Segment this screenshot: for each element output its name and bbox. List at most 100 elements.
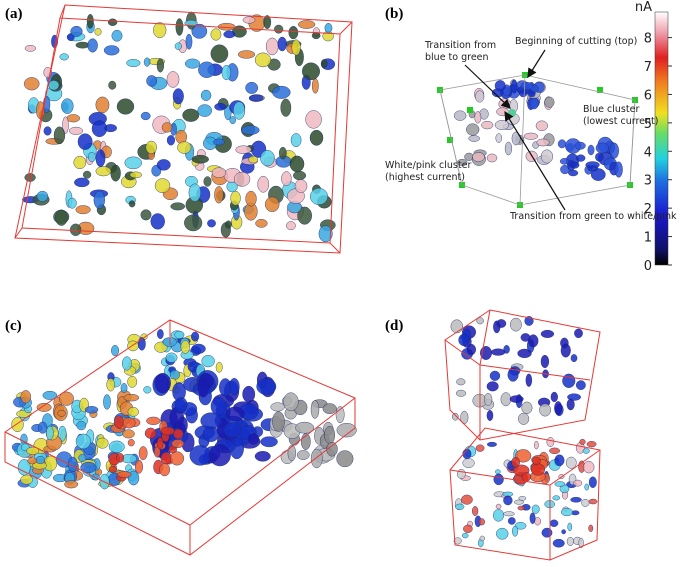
blob [154, 178, 171, 193]
blob [241, 125, 260, 135]
blob [124, 156, 142, 170]
blob [508, 109, 516, 117]
blob [586, 441, 597, 448]
blob [495, 503, 502, 510]
blob [107, 18, 118, 26]
blob [289, 155, 305, 173]
blob [455, 389, 467, 397]
corner-marker [447, 137, 453, 143]
blob [116, 98, 135, 115]
blob [503, 495, 513, 506]
blob [478, 518, 486, 526]
blob [64, 480, 79, 489]
blob [270, 402, 285, 412]
blob [549, 447, 561, 454]
blob [159, 463, 171, 477]
blob [518, 412, 530, 425]
blob [519, 89, 528, 98]
blob [108, 80, 117, 90]
blob [468, 135, 480, 142]
annotation: White/pink cluster [385, 160, 471, 171]
blob [184, 58, 201, 69]
blob [450, 319, 463, 334]
blob [117, 471, 132, 478]
blob [587, 144, 595, 156]
blob [75, 205, 91, 215]
blob [93, 190, 105, 209]
blob [201, 355, 215, 368]
blob [156, 159, 171, 171]
blob [504, 141, 513, 156]
blob [511, 131, 521, 146]
blob [211, 167, 227, 178]
blob [565, 456, 577, 469]
blob [233, 101, 246, 120]
blob [146, 416, 161, 425]
blob [265, 37, 279, 56]
renderings [11, 11, 638, 549]
blob [36, 190, 49, 202]
blob [36, 402, 52, 412]
blob [161, 426, 175, 436]
blob [122, 429, 135, 439]
arrows [464, 49, 566, 211]
blob [320, 59, 328, 69]
corner-marker [467, 107, 473, 113]
blob [574, 328, 583, 339]
blob [536, 138, 550, 147]
blob [88, 152, 96, 163]
blob [549, 519, 559, 527]
annotation: Transition from [424, 40, 496, 51]
blob [43, 126, 52, 136]
blob [120, 383, 128, 394]
blob [472, 506, 479, 516]
blob [336, 423, 357, 438]
annotation: (highest current) [385, 172, 465, 183]
blob [560, 507, 573, 517]
blob [540, 149, 553, 164]
blob [82, 170, 92, 179]
blob [336, 450, 354, 468]
blob [191, 343, 206, 354]
blob [582, 448, 590, 454]
blob [529, 512, 536, 524]
blob [184, 19, 198, 27]
blob [581, 499, 590, 507]
blob [197, 377, 209, 398]
blob [166, 135, 176, 146]
blob [185, 33, 193, 50]
blob [453, 110, 467, 121]
blob [254, 52, 272, 68]
blob [550, 391, 558, 403]
blob [491, 348, 506, 356]
blob [67, 197, 77, 209]
blob [95, 149, 106, 168]
blob [455, 503, 465, 510]
blob [324, 425, 336, 445]
blob [197, 104, 212, 117]
blob [520, 82, 534, 91]
blob [264, 196, 280, 212]
blob [507, 367, 519, 382]
blob [154, 372, 171, 394]
blob [288, 26, 299, 40]
blob [214, 186, 224, 204]
blob [59, 391, 74, 406]
blob [208, 444, 231, 467]
colorbar-tick-label: 2 [644, 202, 652, 217]
blob [184, 214, 203, 232]
blob [237, 50, 256, 59]
colorbar-tick-label: 4 [644, 145, 652, 160]
blob [114, 415, 124, 429]
blob [66, 114, 81, 123]
blob [174, 397, 188, 413]
blob [309, 129, 324, 146]
blob [127, 375, 138, 388]
blob [177, 141, 192, 154]
blob [174, 330, 185, 339]
blob [95, 166, 112, 177]
blob [539, 403, 551, 417]
blob [134, 459, 143, 474]
blob [123, 393, 140, 402]
blob [609, 142, 619, 159]
